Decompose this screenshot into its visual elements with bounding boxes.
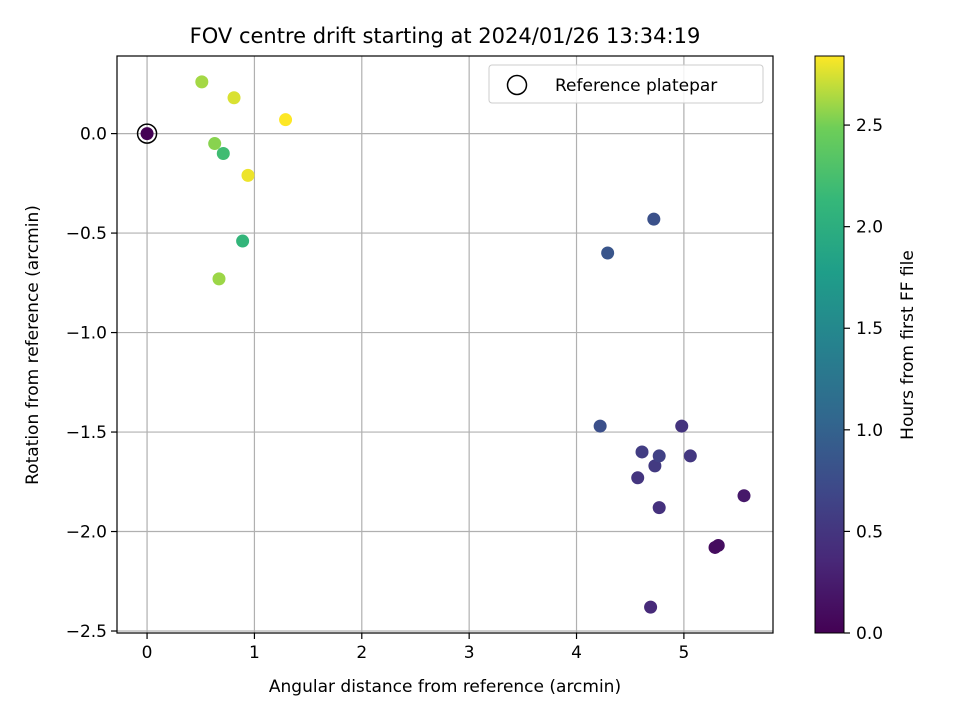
scatter-point — [708, 540, 722, 554]
scatter-point — [227, 91, 241, 105]
scatter-point — [208, 137, 222, 151]
colorbar-tick-label: 2.0 — [856, 218, 883, 238]
scatter-point — [631, 471, 645, 485]
y-tick-label: −1.0 — [66, 324, 107, 344]
y-axis-ticks: 0.0 −0.5 −1.0 −1.5 −2.0 −2.5 — [66, 125, 117, 642]
legend-box — [488, 64, 764, 104]
colorbar: 0.0 0.5 1.0 1.5 2.0 2.5 Hours from first FF f… — [814, 55, 918, 644]
scatter-point — [601, 246, 615, 260]
legend-entry-reference: Reference platepar — [555, 76, 717, 96]
x-axis-label: Angular distance from reference (arcmin) — [269, 677, 621, 697]
x-tick-label: 2 — [356, 643, 367, 663]
legend: Reference platepar — [488, 64, 764, 104]
colorbar-tick-label: 0.5 — [856, 522, 883, 542]
grid-lines — [117, 56, 773, 633]
scatter-point — [652, 449, 666, 463]
chart-title: FOV centre drift starting at 2024/01/26 … — [190, 24, 701, 48]
x-tick-label: 5 — [678, 643, 689, 663]
y-axis-label: Rotation from reference (arcmin) — [23, 205, 43, 485]
scatter-point — [140, 127, 154, 141]
scatter-point — [635, 445, 649, 459]
y-tick-label: −1.5 — [66, 423, 107, 443]
colorbar-label: Hours from first FF file — [898, 250, 918, 440]
colorbar-ticks: 0.0 0.5 1.0 1.5 2.0 2.5 — [844, 116, 883, 644]
x-axis-ticks: 0 1 2 3 4 5 — [142, 633, 689, 663]
colorbar-tick-label: 1.0 — [856, 421, 883, 441]
colorbar-gradient — [814, 55, 845, 634]
y-tick-label: −0.5 — [66, 224, 107, 244]
y-tick-label: −2.0 — [66, 523, 107, 543]
scatter-point — [195, 75, 209, 89]
colorbar-tick-label: 0.0 — [856, 624, 883, 644]
colorbar-tick-label: 2.5 — [856, 116, 883, 136]
y-tick-label: −2.5 — [66, 622, 107, 642]
scatter-point — [737, 489, 751, 503]
x-tick-label: 4 — [571, 643, 582, 663]
scatter-point — [241, 168, 255, 182]
x-tick-label: 3 — [464, 643, 475, 663]
plot-frame — [116, 55, 774, 634]
scatter-point — [675, 419, 689, 433]
colorbar-tick-label: 1.5 — [856, 319, 883, 339]
scatter-point — [644, 600, 658, 614]
scatter-point — [652, 501, 666, 515]
scatter-point — [593, 419, 607, 433]
scatter-point — [236, 234, 250, 248]
scatter-point — [216, 146, 230, 160]
x-tick-label: 0 — [142, 643, 153, 663]
scatter-point — [648, 459, 662, 473]
reference-platepar-marker — [136, 123, 158, 144]
y-tick-label: 0.0 — [80, 125, 107, 145]
legend-reference-marker-icon — [506, 74, 528, 96]
scatter-point — [683, 449, 697, 463]
scatter-point — [279, 113, 293, 127]
scatter-point — [647, 212, 661, 226]
scatter-point — [212, 272, 226, 286]
data-points — [136, 75, 751, 614]
x-tick-label: 1 — [249, 643, 260, 663]
